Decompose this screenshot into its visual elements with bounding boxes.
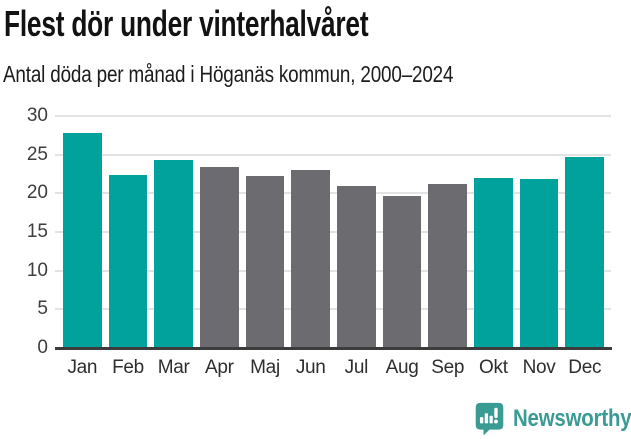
x-label-mar: Mar <box>157 357 190 378</box>
bar-sep <box>428 184 468 348</box>
x-label-jan: Jan <box>67 357 98 378</box>
gridline-10 <box>55 269 611 272</box>
y-tick-label-10: 10 <box>26 259 48 281</box>
x-label-jun: Jun <box>295 357 326 378</box>
plot-area <box>55 115 611 348</box>
bar-mar <box>154 160 194 348</box>
x-label-jul: Jul <box>344 357 369 378</box>
newsworthy-logo: Newsworthy <box>474 402 631 436</box>
bar-okt <box>474 177 513 348</box>
bar-nov <box>519 178 559 348</box>
bar-jul <box>337 186 376 348</box>
bar-maj <box>245 176 285 348</box>
gridline-20 <box>55 192 611 195</box>
x-label-aug: Aug <box>385 357 419 378</box>
bar-feb <box>108 174 148 348</box>
x-axis-labels: Jan Feb Mar Apr Maj Jun Jul Aug Sep Okt Nov Dec <box>57 356 610 380</box>
y-tick-label-5: 5 <box>37 298 48 320</box>
y-tick-label-0: 0 <box>37 337 48 358</box>
y-tick-label-25: 25 <box>26 143 48 165</box>
x-label-apr: Apr <box>205 357 234 378</box>
gridline-25 <box>55 153 611 156</box>
gridline-30 <box>55 115 611 117</box>
x-label-okt: Okt <box>479 357 508 378</box>
bars <box>57 116 610 348</box>
bar-chart-speech-bubble-icon <box>475 402 504 436</box>
y-tick-label-15: 15 <box>26 221 48 242</box>
gridlines <box>55 115 611 348</box>
x-label-dec: Dec <box>568 357 602 378</box>
y-tick-label-20: 20 <box>26 182 48 204</box>
x-axis-line <box>55 347 612 350</box>
y-axis: 0 5 10 15 20 25 30 <box>0 105 48 358</box>
bar-apr <box>200 167 239 348</box>
chart-subtitle: Antal döda per månad i Höganäs kommun, 2… <box>3 61 454 87</box>
gridline-5 <box>55 308 611 311</box>
bar-jun <box>291 170 331 348</box>
x-label-sep: Sep <box>431 357 465 378</box>
bar-aug <box>382 196 422 348</box>
chart-title: Flest dör under vinterhalvåret <box>4 3 369 44</box>
x-label-feb: Feb <box>112 357 144 378</box>
y-tick-label-30: 30 <box>26 105 48 126</box>
gridline-15 <box>55 231 611 233</box>
x-label-maj: Maj <box>250 357 280 378</box>
bar-jan <box>63 133 102 348</box>
newsworthy-logo-text: Newsworthy <box>513 405 631 432</box>
x-label-nov: Nov <box>522 357 556 378</box>
bar-dec <box>565 157 605 348</box>
